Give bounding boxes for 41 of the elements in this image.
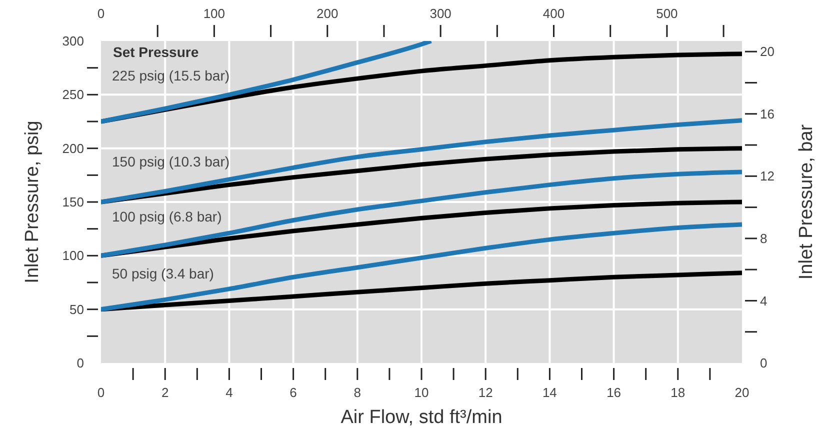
y-tick-label: 300 (62, 34, 84, 49)
y2-tick-label: 8 (760, 230, 768, 246)
y-tick-label: 0 (76, 356, 84, 371)
x-tick-label: 12 (478, 385, 493, 400)
x-tick-label: 0 (97, 385, 105, 400)
y-tick-label: 250 (62, 87, 84, 102)
series-label: 225 psig (15.5 bar) (112, 68, 230, 84)
x-tick-label: 6 (290, 385, 297, 400)
x-tick-label: 20 (734, 385, 750, 400)
x-tick-label: 4 (226, 385, 233, 400)
x-tick-label: 14 (542, 385, 557, 400)
series-label: 100 psig (6.8 bar) (112, 208, 222, 224)
y2-tick-label: 20 (760, 44, 774, 60)
line-series (101, 170, 742, 258)
line-series (101, 118, 742, 204)
x-tick-label: 10 (414, 385, 429, 400)
x2-tick-label: 200 (316, 6, 338, 21)
x-tick-label: 8 (354, 385, 362, 400)
x-tick-label: 2 (161, 385, 169, 400)
series-label: 50 psig (3.4 bar) (112, 266, 214, 282)
x2-tick-label: 100 (203, 6, 226, 21)
x2-tick-label: 300 (430, 6, 452, 21)
annotation: Set Pressure (113, 44, 199, 60)
y-tick-label: 150 (62, 194, 84, 210)
y2-tick-label: 0 (760, 356, 768, 371)
x2-tick-label: 400 (542, 6, 565, 21)
series-label: 150 psig (10.3 bar) (112, 154, 230, 170)
y2-tick-label: 12 (760, 168, 774, 184)
y-tick-label: 200 (62, 140, 84, 156)
y-tick-label: 50 (70, 302, 84, 317)
x-tick-label: 16 (606, 385, 622, 400)
y-axis-title: Inlet Pressure, psig (22, 120, 43, 284)
line-series (101, 41, 434, 124)
x-tick-label: 18 (670, 385, 686, 400)
y2-tick-label: 16 (760, 106, 774, 122)
x2-tick-label: 0 (97, 6, 105, 21)
y2-tick-label: 4 (760, 293, 768, 308)
y2-axis-title: Inlet Pressure, bar (796, 124, 817, 280)
y-tick-label: 100 (62, 248, 84, 264)
x-axis-title: Air Flow, std ft³/min (340, 407, 502, 428)
x2-tick-label: 500 (656, 6, 678, 21)
